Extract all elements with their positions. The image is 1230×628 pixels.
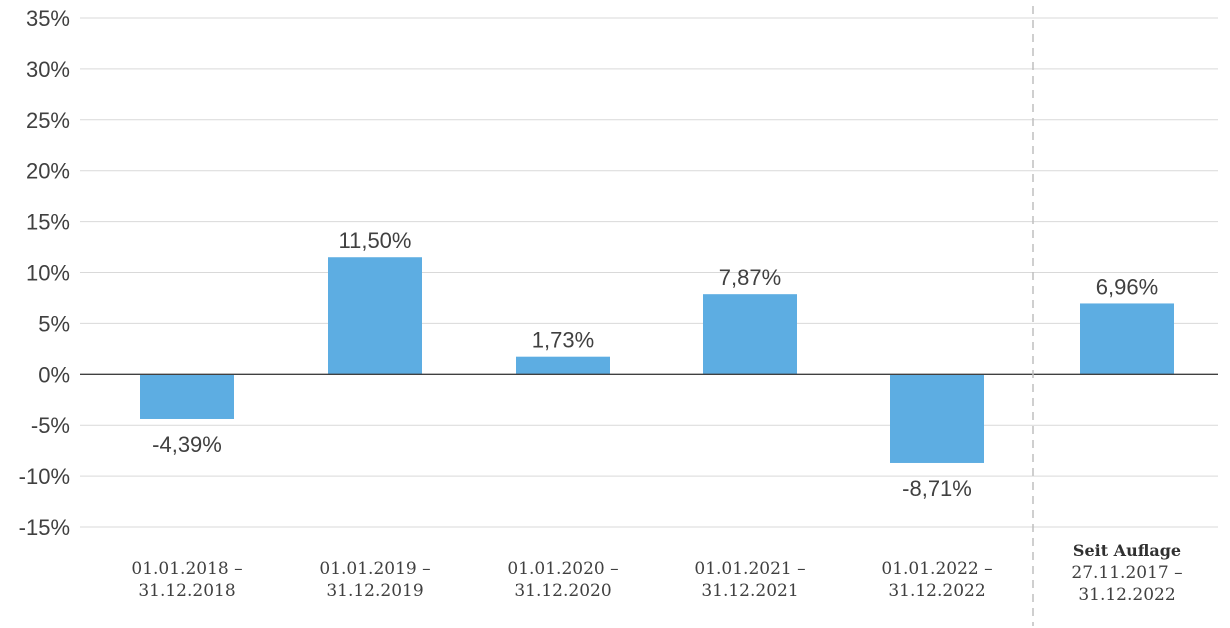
category-label: 01.01.2018 –	[131, 559, 242, 579]
y-tick-label: -10%	[19, 464, 70, 489]
bar	[1080, 303, 1174, 375]
y-tick-label: 30%	[26, 57, 70, 82]
data-label: 7,87%	[719, 265, 781, 290]
category-label: 31.12.2019	[326, 581, 423, 601]
y-tick-label: 10%	[26, 261, 70, 286]
y-tick-label: 0%	[38, 362, 70, 387]
category-heading: Seit Auflage	[1073, 541, 1181, 560]
bars	[140, 257, 1174, 463]
category-label: 01.01.2019 –	[319, 559, 430, 579]
y-tick-label: -15%	[19, 515, 70, 540]
y-tick-label: 20%	[26, 159, 70, 184]
data-label: -8,71%	[902, 476, 972, 501]
y-tick-label: 25%	[26, 108, 70, 133]
category-label: 31.12.2021	[701, 581, 798, 601]
category-label: 01.01.2021 –	[694, 559, 805, 579]
category-label: 01.01.2022 –	[881, 559, 992, 579]
data-labels: -4,39% 11,50% 1,73% 7,87% -8,71% 6,96%	[152, 228, 1158, 501]
y-tick-label: 15%	[26, 210, 70, 235]
y-tick-label: 35%	[26, 6, 70, 31]
data-label: 6,96%	[1096, 274, 1158, 299]
y-tick-label: -5%	[31, 413, 70, 438]
category-label: 31.12.2022	[1078, 585, 1175, 605]
category-label: 31.12.2018	[138, 581, 235, 601]
data-label: -4,39%	[152, 432, 222, 457]
bar	[328, 257, 422, 375]
bar	[140, 374, 234, 419]
category-label: 31.12.2020	[514, 581, 611, 601]
bar	[516, 356, 610, 375]
category-label: 01.01.2020 –	[507, 559, 618, 579]
gridlines	[80, 17, 1218, 528]
data-label: 1,73%	[532, 328, 594, 353]
data-label: 11,50%	[339, 228, 412, 253]
category-label: 31.12.2022	[888, 581, 985, 601]
y-axis-tick-labels: 35% 30% 25% 20% 15% 10% 5% 0% -5% -10% -15%	[19, 6, 70, 540]
category-label: 27.11.2017 –	[1071, 563, 1182, 583]
bar	[703, 294, 797, 375]
bar	[890, 374, 984, 463]
y-tick-label: 5%	[38, 311, 70, 336]
